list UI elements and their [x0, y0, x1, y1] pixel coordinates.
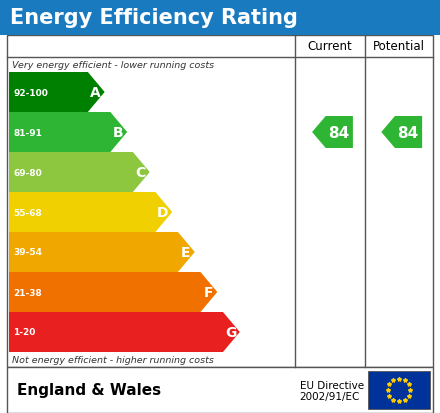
Polygon shape — [381, 117, 422, 149]
Text: B: B — [113, 126, 123, 140]
Bar — [7, 367, 433, 413]
Polygon shape — [9, 192, 172, 233]
Text: 84: 84 — [397, 125, 418, 140]
Text: Energy Efficiency Rating: Energy Efficiency Rating — [10, 8, 298, 28]
Polygon shape — [9, 312, 240, 352]
Polygon shape — [9, 272, 217, 312]
Polygon shape — [9, 233, 195, 272]
Text: 92-100: 92-100 — [13, 88, 48, 97]
Text: 39-54: 39-54 — [13, 248, 42, 257]
Text: 1-20: 1-20 — [13, 328, 35, 337]
Text: G: G — [225, 325, 236, 339]
Bar — [7, 36, 433, 367]
Text: C: C — [136, 166, 146, 180]
Text: England & Wales: England & Wales — [17, 382, 161, 398]
Polygon shape — [9, 73, 105, 113]
Text: EU Directive: EU Directive — [300, 380, 364, 390]
Text: D: D — [157, 206, 169, 219]
Text: 81-91: 81-91 — [13, 128, 42, 137]
Text: F: F — [203, 285, 213, 299]
Bar — [368, 371, 430, 409]
Text: Current: Current — [307, 40, 352, 53]
Text: A: A — [90, 86, 101, 100]
Text: Potential: Potential — [373, 40, 425, 53]
Text: 69-80: 69-80 — [13, 168, 42, 177]
Text: Not energy efficient - higher running costs: Not energy efficient - higher running co… — [12, 355, 214, 364]
Text: 55-68: 55-68 — [13, 208, 42, 217]
Polygon shape — [9, 153, 150, 192]
Polygon shape — [312, 117, 353, 149]
Text: 2002/91/EC: 2002/91/EC — [300, 391, 360, 401]
Text: E: E — [181, 245, 190, 259]
Bar — [0, 0, 440, 36]
Text: 84: 84 — [328, 125, 349, 140]
Text: Very energy efficient - lower running costs: Very energy efficient - lower running co… — [12, 61, 214, 70]
Text: 21-38: 21-38 — [13, 288, 42, 297]
Polygon shape — [9, 113, 127, 153]
